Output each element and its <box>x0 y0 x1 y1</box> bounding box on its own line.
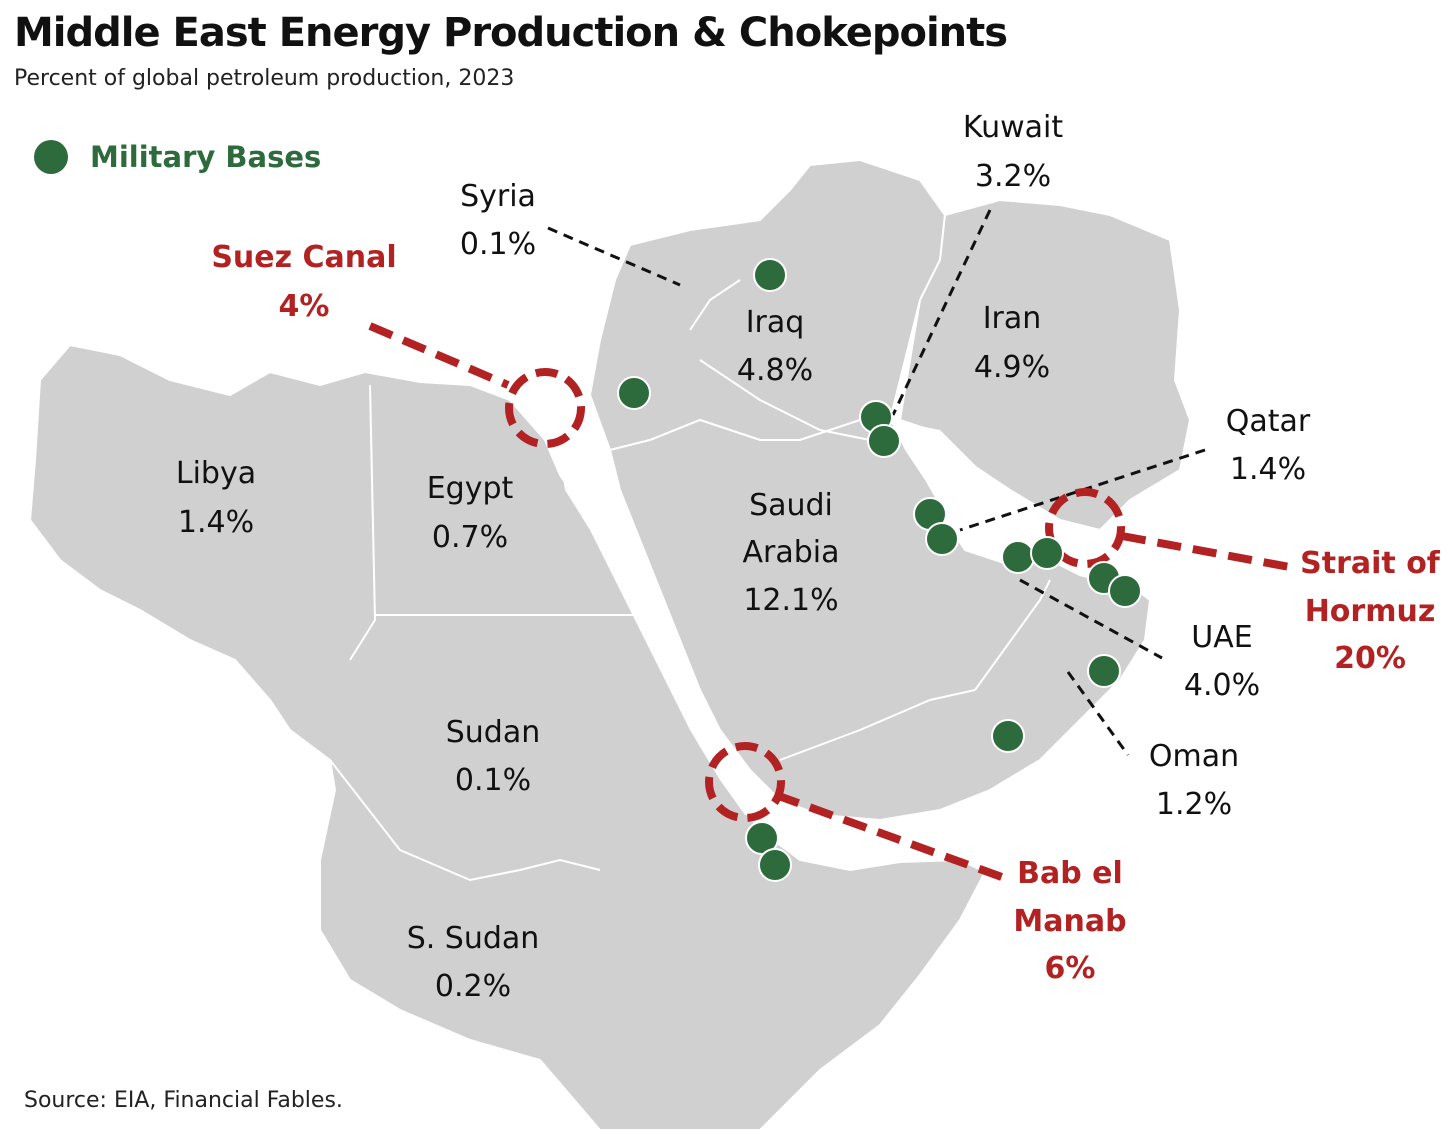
label-libya-value: 1.4% <box>178 505 254 540</box>
map-title: Middle East Energy Production & Chokepoi… <box>14 10 1008 56</box>
label-bab-value: 6% <box>1045 951 1096 986</box>
military-base-marker <box>925 522 959 556</box>
country-borders <box>329 279 1051 882</box>
suez-line <box>368 322 510 389</box>
military-base-marker <box>991 719 1025 753</box>
legend: Military Bases <box>34 140 321 174</box>
label-oman-value: 1.2% <box>1156 787 1232 822</box>
border-libya-egypt <box>349 384 377 661</box>
red-sea <box>560 460 770 820</box>
label-uae-name: UAE <box>1191 620 1252 655</box>
label-kuwait-value: 3.2% <box>975 159 1051 194</box>
leader-syria <box>547 226 681 287</box>
label-saudi-name-line1: Saudi <box>749 488 833 523</box>
label-saudi-value: 12.1% <box>743 583 838 618</box>
military-bases <box>617 258 1142 882</box>
label-sudan-name: Sudan <box>446 715 541 750</box>
label-ssudan-value: 0.2% <box>435 969 511 1004</box>
leader-kuwait <box>891 209 992 416</box>
military-base-marker <box>1030 536 1064 570</box>
label-bab-name-line1: Bab el <box>1017 856 1123 891</box>
leader-oman <box>1066 671 1130 756</box>
label-oman-name: Oman <box>1149 739 1239 774</box>
label-suez-name: Suez Canal <box>211 240 396 275</box>
border-saudi-yemen <box>779 689 976 761</box>
label-hormuz-name-line2: Hormuz <box>1305 594 1436 629</box>
border-iraq-saudi <box>699 359 871 441</box>
border-syria-iraq <box>689 279 741 331</box>
border-sudan-ssudan <box>329 759 601 882</box>
map-subtitle: Percent of global petroleum production, … <box>14 66 515 91</box>
label-egypt-name: Egypt <box>427 471 514 506</box>
label-suez-value: 4% <box>279 289 330 324</box>
military-base-marker <box>1108 574 1142 608</box>
chokepoint-labels: Suez Canal 4% Strait of Hormuz 20% Bab e… <box>211 240 1440 986</box>
bab-line <box>774 791 1012 884</box>
label-saudi-name-line2: Arabia <box>742 535 839 570</box>
border-saudi-oman <box>974 579 1051 691</box>
military-base-marker <box>745 821 779 855</box>
military-base-marker <box>1001 540 1035 574</box>
military-base-marker <box>758 848 792 882</box>
label-qatar-name: Qatar <box>1226 404 1311 439</box>
label-iran-value: 4.9% <box>974 350 1050 385</box>
bab-circle <box>705 742 785 822</box>
label-uae-value: 4.0% <box>1184 668 1260 703</box>
land-masses <box>28 158 1192 1131</box>
chokepoint-markers <box>368 322 1296 884</box>
label-kuwait-name: Kuwait <box>963 110 1063 145</box>
label-qatar-value: 1.4% <box>1230 452 1306 487</box>
label-syria-name: Syria <box>460 179 536 214</box>
military-base-marker <box>753 258 787 292</box>
suez-circle <box>505 368 585 448</box>
military-base-marker <box>867 424 901 458</box>
water-bodies <box>560 420 1080 820</box>
persian-gulf <box>890 420 1080 560</box>
military-base-marker <box>1087 654 1121 688</box>
hormuz-circle <box>1045 488 1125 568</box>
label-ssudan-name: S. Sudan <box>407 921 540 956</box>
label-hormuz-value: 20% <box>1334 641 1406 676</box>
legend-label: Military Bases <box>90 140 322 174</box>
label-bab-name-line2: Manab <box>1013 904 1126 939</box>
country-labels: Libya 1.4% Egypt 0.7% Sudan 0.1% S. Suda… <box>176 110 1311 1004</box>
label-libya-name: Libya <box>176 456 256 491</box>
hormuz-line <box>1121 532 1296 572</box>
label-iran-name: Iran <box>983 301 1042 336</box>
label-iraq-value: 4.8% <box>737 353 813 388</box>
label-hormuz-name-line1: Strait of <box>1300 546 1441 581</box>
label-sudan-value: 0.1% <box>455 763 531 798</box>
label-iraq-name: Iraq <box>746 305 805 340</box>
military-base-legend-icon <box>34 140 68 174</box>
military-base-marker <box>617 376 651 410</box>
source-note: Source: EIA, Financial Fables. <box>24 1088 343 1113</box>
label-egypt-value: 0.7% <box>432 520 508 555</box>
label-syria-value: 0.1% <box>460 227 536 262</box>
